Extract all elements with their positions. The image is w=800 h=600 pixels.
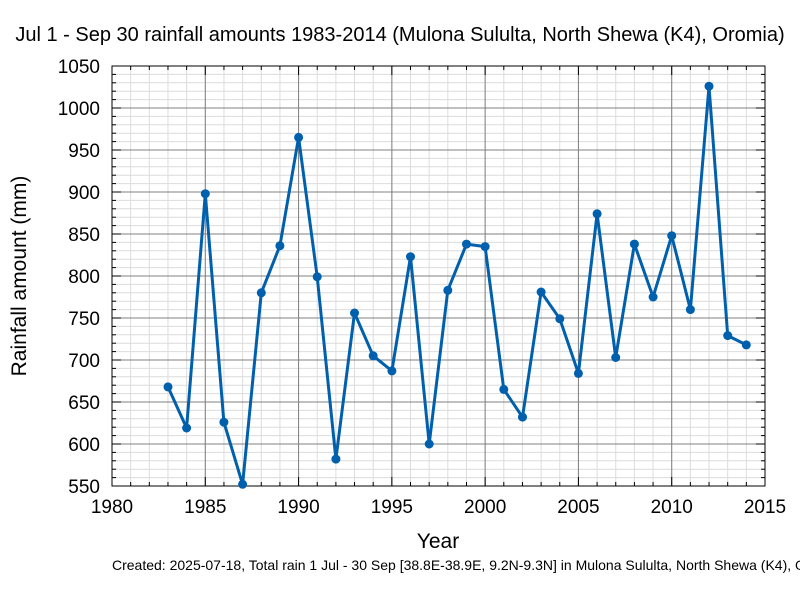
y-tick-label: 850 — [68, 225, 100, 246]
data-point — [219, 417, 229, 427]
y-tick-label: 700 — [68, 351, 100, 372]
data-point — [518, 412, 527, 422]
data-point — [312, 272, 322, 282]
data-point — [368, 351, 378, 361]
y-tick-label: 550 — [68, 477, 100, 498]
data-point — [387, 366, 397, 376]
y-tick-label: 1000 — [58, 99, 100, 120]
data-point — [462, 239, 471, 249]
y-tick-label: 950 — [68, 141, 100, 162]
y-tick-label: 1050 — [58, 57, 100, 78]
data-point — [704, 81, 714, 91]
data-point — [424, 439, 434, 449]
data-point — [480, 242, 490, 252]
data-point — [573, 368, 583, 378]
data-point — [200, 189, 210, 199]
y-tick-label: 600 — [68, 435, 100, 456]
data-series — [163, 81, 751, 489]
data-point — [182, 423, 192, 433]
x-tick-label: 1990 — [277, 497, 319, 518]
data-point — [611, 353, 621, 362]
data-point — [499, 384, 509, 394]
x-tick-label: 2000 — [464, 497, 506, 518]
data-point — [685, 305, 695, 315]
x-tick-label: 2015 — [744, 497, 786, 518]
data-point — [350, 308, 359, 318]
x-tick-label: 2010 — [651, 497, 693, 518]
data-point — [592, 209, 602, 219]
x-tick-labels: 1980 1985 1990 1995 2000 2005 2010 2015 — [91, 497, 786, 518]
footer-caption: Created: 2025-07-18, Total rain 1 Jul - … — [112, 557, 800, 573]
data-point — [741, 340, 751, 350]
data-point — [555, 314, 565, 324]
x-tick-label: 1980 — [91, 497, 133, 518]
data-point — [443, 285, 453, 295]
y-axis-label: Rainfall amount (mm) — [8, 176, 31, 377]
data-point — [294, 132, 304, 142]
y-tick-label: 650 — [68, 393, 100, 414]
x-tick-label: 2005 — [557, 497, 599, 518]
data-point — [536, 287, 546, 297]
data-point — [238, 479, 248, 489]
axis-ticks — [111, 65, 766, 487]
data-point — [163, 382, 173, 392]
data-point — [406, 252, 415, 262]
data-point — [275, 241, 285, 251]
data-point — [667, 231, 677, 241]
y-tick-label: 900 — [68, 183, 100, 204]
chart-title: Jul 1 - Sep 30 rainfall amounts 1983-201… — [15, 24, 784, 46]
series-line — [166, 84, 748, 486]
x-axis-label: Year — [417, 530, 459, 553]
y-tick-label: 800 — [68, 267, 100, 288]
x-tick-label: 1995 — [371, 497, 413, 518]
data-point — [331, 454, 341, 464]
data-point — [629, 239, 639, 249]
y-tick-label: 750 — [68, 309, 100, 330]
x-tick-label: 1985 — [184, 497, 226, 518]
y-tick-labels: 550 600 650 700 750 800 850 900 950 1000 1050 — [58, 57, 100, 498]
data-point — [723, 331, 733, 341]
data-point — [648, 292, 658, 302]
data-point — [256, 288, 266, 298]
